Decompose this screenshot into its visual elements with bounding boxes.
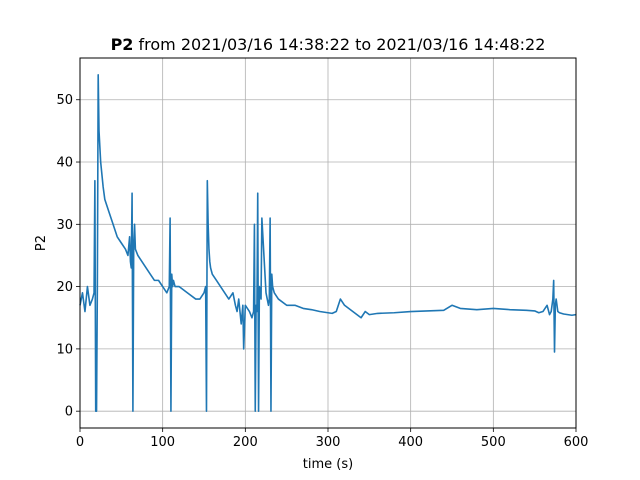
x-tick-label: 400	[398, 435, 423, 450]
x-tick-label: 600	[564, 435, 589, 450]
x-tick-label: 0	[76, 435, 84, 450]
y-tick-label: 50	[56, 93, 73, 108]
y-tick-label: 40	[56, 156, 73, 171]
x-tick-label: 500	[481, 435, 506, 450]
x-tick-label: 300	[316, 435, 341, 450]
chart-title-variable: P2	[111, 35, 134, 54]
x-axis-label: time (s)	[303, 457, 353, 472]
series-line-p2	[79, 74, 577, 412]
grid-lines	[79, 58, 577, 428]
y-tick-label: 0	[65, 405, 73, 420]
chart-title: P2 from 2021/03/16 14:38:22 to 2021/03/1…	[111, 35, 546, 54]
chart-title-range: from 2021/03/16 14:38:22 to 2021/03/16 1…	[133, 35, 545, 54]
y-tick-label: 10	[56, 342, 73, 357]
axis-ticks: 0 100 200 300 400 500 600 0 10 20 30 40 50	[56, 93, 588, 450]
x-tick-label: 200	[233, 435, 258, 450]
series-layer	[79, 74, 577, 412]
y-axis-label: P2	[34, 235, 49, 251]
x-tick-label: 100	[150, 435, 175, 450]
y-tick-label: 20	[56, 280, 73, 295]
y-tick-label: 30	[56, 218, 73, 233]
